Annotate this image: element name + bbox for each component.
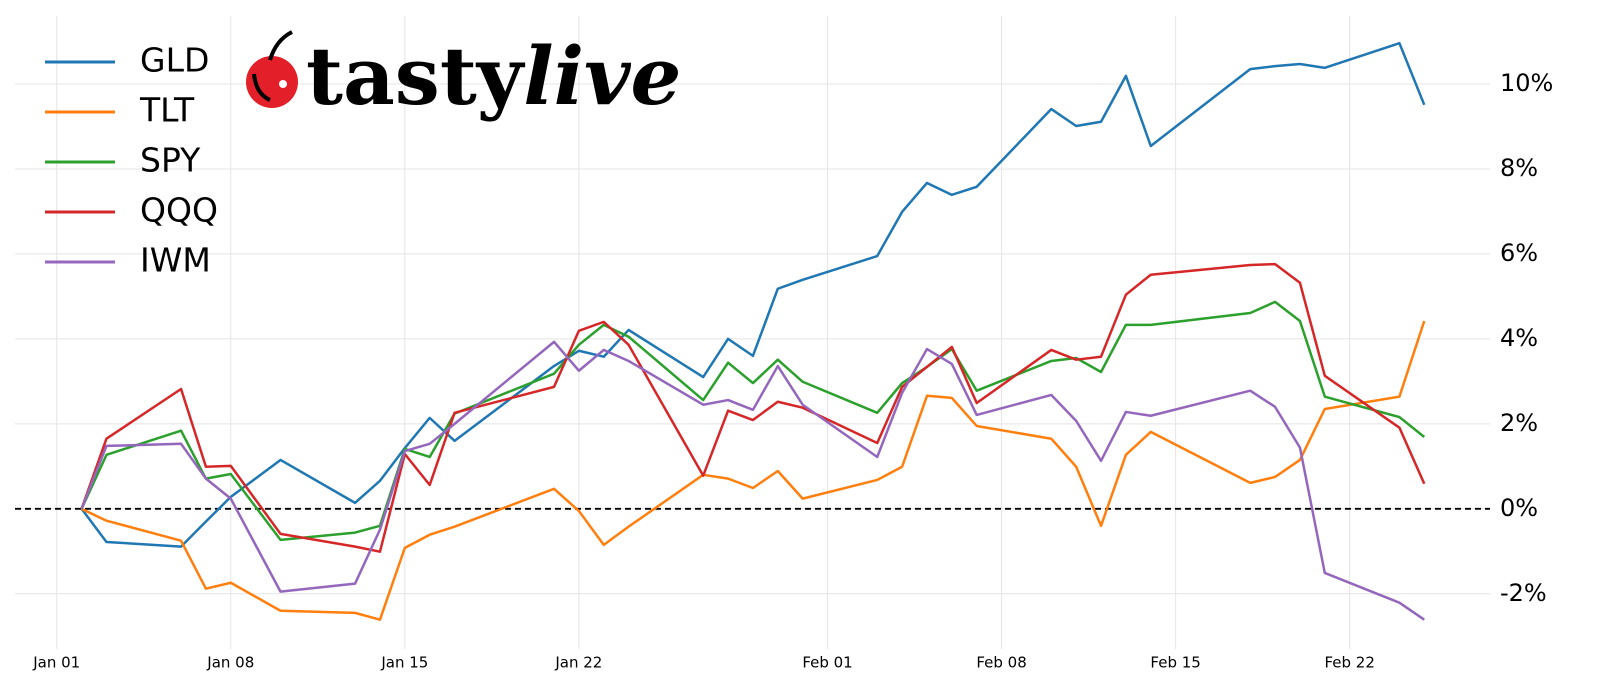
series-line [80,300,1426,542]
y-tick-label: 8% [1500,154,1538,182]
legend-label: TLT [139,91,195,130]
logo: tastylive [246,29,681,123]
legend-label: IWM [140,241,211,280]
x-tick-label: Feb 01 [802,654,852,672]
logo-shine [279,80,287,88]
legend-label: QQQ [140,191,218,230]
logo-stem [268,30,293,61]
logo-cherry [246,56,298,108]
logo-text: tastylive [306,29,681,123]
y-tick-label: 4% [1500,324,1538,352]
x-tick-label: Jan 22 [554,654,602,672]
y-tick-label: 2% [1500,409,1538,437]
legend-label: GLD [140,41,209,80]
legend-label: SPY [140,141,201,180]
x-tick-label: Jan 15 [380,654,428,672]
y-tick-label: -2% [1500,579,1547,607]
lines [80,41,1426,621]
logo-part: live [523,29,681,123]
y-tick-label: 6% [1500,239,1538,267]
logo-shade [252,73,271,102]
x-tick-label: Feb 15 [1150,654,1200,672]
logo-part: tasty [306,29,526,123]
y-tick-label: 0% [1500,494,1538,522]
x-tick-label: Feb 22 [1324,654,1374,672]
grid: Jan 01 Jan 08 Jan 15 Jan 22 Feb 01 Feb 08 Feb … [15,16,1553,672]
x-tick-label: Jan 01 [32,654,80,672]
y-tick-label: 10% [1500,69,1553,97]
series-line [80,41,1426,548]
series-line [80,340,1425,621]
series-line [81,320,1426,621]
x-tick-label: Feb 08 [976,654,1026,672]
x-tick-label: Jan 08 [206,654,254,672]
series-line [80,262,1426,553]
legend: GLD TLT SPY QQQ IWM [45,41,218,280]
